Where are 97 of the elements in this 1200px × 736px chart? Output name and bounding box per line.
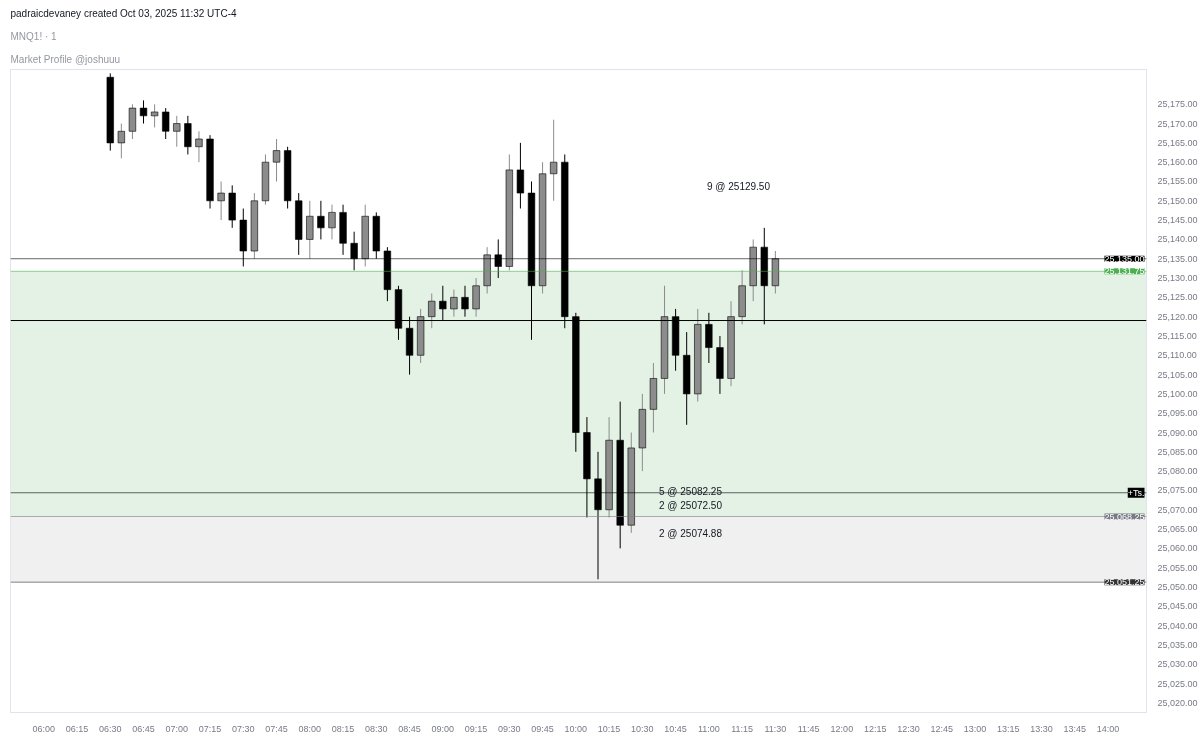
ref-line-label: 25,068.25 — [1104, 511, 1145, 522]
x-tick-label: 10:15 — [597, 723, 621, 734]
ref-line-label: 25,051.25 — [1104, 577, 1145, 588]
y-tick-label: 25,050.00 — [1157, 581, 1198, 592]
candlestick — [328, 204, 336, 240]
x-tick-label: 09:45 — [531, 723, 554, 734]
y-tick-label: 25,085.00 — [1157, 446, 1198, 457]
x-tick-label: 08:30 — [365, 723, 388, 734]
annotation: 2 @ 25074.88 — [659, 528, 723, 539]
x-tick-label: 11:15 — [731, 723, 754, 734]
y-tick-label: 25,160.00 — [1157, 157, 1198, 168]
y-tick-label: 25,150.00 — [1157, 195, 1198, 206]
x-tick-label: 07:45 — [265, 723, 288, 734]
y-tick-label: 25,040.00 — [1157, 620, 1198, 631]
x-tick-label: 12:00 — [830, 723, 854, 734]
candlestick — [317, 200, 325, 240]
x-tick-label: 12:30 — [897, 723, 920, 734]
y-tick-label: 25,165.00 — [1157, 137, 1198, 148]
y-tick-label: 25,145.00 — [1157, 215, 1198, 226]
y-tick-label: 25,170.00 — [1157, 118, 1198, 129]
y-tick-label: 25,110.00 — [1157, 350, 1197, 361]
x-tick-label: 09:30 — [498, 723, 521, 734]
x-tick-label: 11:30 — [764, 723, 787, 734]
x-tick-label: 13:30 — [1030, 723, 1053, 734]
y-tick-label: 25,095.00 — [1157, 408, 1198, 419]
y-tick-label: 25,075.00 — [1157, 485, 1198, 496]
x-tick-label: 08:00 — [298, 723, 322, 734]
candlestick — [173, 115, 181, 148]
candlestick — [217, 180, 225, 221]
y-tick-label: 25,120.00 — [1157, 311, 1198, 322]
candlestick — [306, 200, 314, 260]
x-tick-label: 06:45 — [132, 723, 155, 734]
x-tick-label: 06:00 — [32, 723, 56, 734]
candlestick — [184, 115, 192, 155]
y-tick-label: 25,175.00 — [1157, 99, 1198, 110]
x-tick-label: 06:15 — [65, 723, 89, 734]
annotation: 2 @ 25072.50 — [659, 500, 723, 511]
y-tick-label: 25,070.00 — [1157, 504, 1198, 515]
x-tick-label: 08:45 — [398, 723, 421, 734]
y-tick-label: 25,055.00 — [1157, 562, 1198, 573]
candlestick — [450, 289, 458, 318]
x-tick-label: 07:15 — [198, 723, 222, 734]
chart-subtitle: Market Profile @joshuuu — [10, 53, 121, 65]
candlestick — [472, 277, 480, 318]
x-tick-label: 10:30 — [631, 723, 654, 734]
y-tick-label: 25,045.00 — [1157, 601, 1198, 612]
y-tick-label: 25,025.00 — [1157, 678, 1198, 689]
y-tick-label: 25,155.00 — [1157, 176, 1198, 187]
x-tick-label: 07:00 — [165, 723, 189, 734]
y-tick-label: 25,130.00 — [1157, 273, 1198, 284]
y-tick-label: 25,065.00 — [1157, 524, 1198, 535]
annotation: 5 @ 25082.25 — [659, 486, 723, 497]
x-tick-label: 13:45 — [1063, 723, 1086, 734]
y-tick-label: 25,135.00 — [1157, 253, 1198, 264]
x-tick-label: 07:30 — [232, 723, 255, 734]
candlestick — [550, 119, 558, 202]
x-tick-label: 14:00 — [1096, 723, 1120, 734]
x-tick-label: 10:45 — [664, 723, 687, 734]
y-tick-label: 25,125.00 — [1157, 292, 1198, 303]
candlestick — [117, 123, 125, 159]
y-tick-label: 25,115.00 — [1157, 330, 1197, 341]
y-tick-label: 25,080.00 — [1157, 466, 1198, 477]
x-tick-label: 06:30 — [99, 723, 122, 734]
candlestick — [461, 285, 469, 318]
x-tick-label: 10:00 — [564, 723, 588, 734]
x-tick-label: 12:45 — [930, 723, 953, 734]
candlestick — [272, 138, 281, 182]
chart-title: MNQ1! · 1 — [10, 30, 58, 42]
x-tick-label: 13:00 — [963, 723, 987, 734]
y-tick-label: 25,020.00 — [1157, 697, 1198, 708]
y-tick-label: 25,030.00 — [1157, 659, 1198, 670]
x-tick-label: 11:00 — [697, 723, 720, 734]
text: padraicdevaney created Oct 03, 2025 11:32 UTC-4 — [10, 7, 237, 19]
y-tick-label: 25,090.00 — [1157, 427, 1198, 438]
candlestick — [516, 142, 525, 210]
y-tick-label: 25,100.00 — [1157, 388, 1198, 399]
annotation: 9 @ 25129.50 — [707, 181, 771, 192]
candlestick — [162, 107, 170, 140]
x-tick-label: 09:15 — [464, 723, 488, 734]
candlestick — [139, 99, 148, 125]
x-tick-label: 11:45 — [797, 723, 820, 734]
y-tick-label: 25,035.00 — [1157, 639, 1198, 650]
x-tick-label: 08:15 — [331, 723, 355, 734]
x-tick-label: 09:00 — [431, 723, 455, 734]
y-tick-label: 25,105.00 — [1157, 369, 1198, 380]
y-tick-label: 25,140.00 — [1157, 234, 1198, 245]
ref-line-label: 25,135.00 — [1104, 253, 1145, 264]
candlestick — [350, 231, 358, 271]
ref-line-label: 25,131.75 — [1104, 266, 1145, 277]
x-tick-label: 13:15 — [996, 723, 1020, 734]
candlestick — [128, 103, 137, 140]
y-tick-label: 25,060.00 — [1157, 543, 1198, 554]
x-tick-label: 12:15 — [863, 723, 887, 734]
candlestick — [195, 130, 203, 163]
ref-line-label: +Ts. — [1127, 487, 1145, 498]
candlestick — [494, 238, 502, 279]
candlestick — [150, 103, 159, 128]
